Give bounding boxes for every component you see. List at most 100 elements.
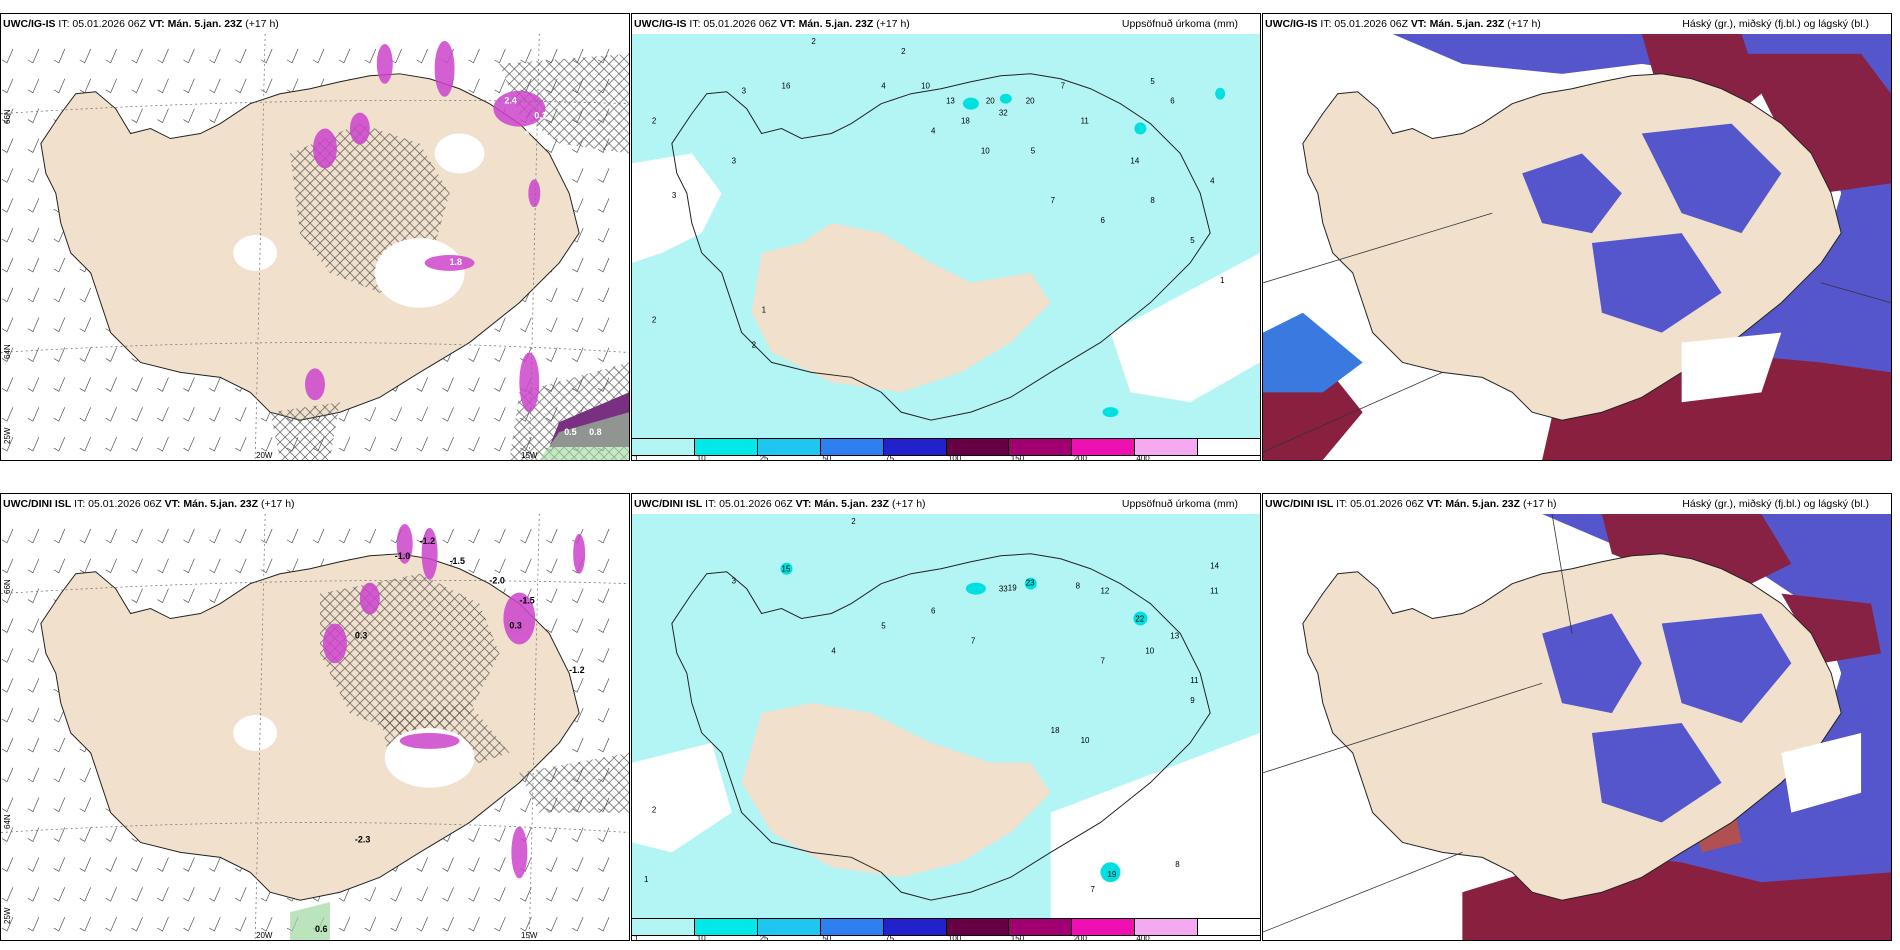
- wind-barb: [27, 198, 40, 213]
- model-name: UWC/DINI ISL: [1265, 498, 1334, 510]
- wind-barb: [53, 287, 66, 303]
- wind-barb: [546, 887, 558, 902]
- map-area[interactable]: 2 3 15 19 14 33 23 22 13 12 11 10 8 6 7 …: [632, 514, 1260, 918]
- wind-barb: [27, 287, 40, 303]
- panel-dini-precip[interactable]: UWC/DINI ISL IT: 05.01.2026 06Z VT: Mán.…: [631, 493, 1261, 941]
- wind-barb: [157, 916, 169, 932]
- colorbar-swatch: [1135, 919, 1199, 935]
- colorbar-swatch: [694, 439, 758, 455]
- wind-barb: [27, 618, 40, 633]
- wind-barb: [597, 347, 610, 362]
- wind-barb: [572, 347, 584, 362]
- precip-label: 33: [999, 585, 1008, 594]
- panel-header: UWC/DINI ISL IT: 05.01.2026 06Z VT: Mán.…: [1, 494, 629, 514]
- precip-label: 10: [1081, 736, 1090, 745]
- temp-label: -1.0: [395, 551, 410, 561]
- wind-barb: [27, 857, 40, 872]
- wind-barb: [157, 558, 169, 574]
- map-area[interactable]: 2 2 2 3 4 3 4 5 3 10 13 20 32 20 18 16 1…: [632, 34, 1260, 438]
- panel-ig-is-wind[interactable]: UWC/IG-IS IT: 05.01.2026 06Z VT: Mán. 5.…: [0, 13, 630, 461]
- wind-barb: [260, 48, 273, 64]
- panel-header: UWC/IG-IS IT: 05.01.2026 06Z VT: Mán. 5.…: [1263, 14, 1891, 34]
- wind-barb: [494, 558, 506, 574]
- precip-label: 3: [742, 87, 747, 96]
- panel-dini-wind[interactable]: UWC/DINI ISL IT: 05.01.2026 06Z VT: Mán.…: [0, 493, 630, 941]
- wind-barb: [105, 407, 117, 422]
- precip-label: 11: [1190, 676, 1199, 685]
- precip-label: 14: [1130, 156, 1139, 165]
- wind-barb: [1, 767, 14, 783]
- map-area[interactable]: -1.2 -1.0 -1.5 -2.0 -1.5 -1.2 -2.3 0.6 0…: [1, 514, 629, 940]
- panel-ig-is-clouds[interactable]: UWC/IG-IS IT: 05.01.2026 06Z VT: Mán. 5.…: [1262, 13, 1892, 461]
- wind-barb: [520, 887, 532, 902]
- wind-barb: [1, 377, 14, 392]
- panel-dini-clouds[interactable]: UWC/DINI ISL IT: 05.01.2026 06Z VT: Mán.…: [1262, 493, 1892, 941]
- wind-barb: [1, 347, 14, 362]
- map-area[interactable]: 2.4 0.1 1.0 1.8 0.5 0.8: [1, 34, 629, 460]
- precip-label: 10: [981, 146, 990, 155]
- wind-barb: [235, 528, 247, 544]
- precip-label: 2: [752, 340, 757, 349]
- model-name: UWC/IG-IS: [1265, 18, 1318, 30]
- wind-barb: [209, 916, 221, 932]
- forecast-offset: (+17 h): [1507, 18, 1541, 30]
- precip-label: 5: [1150, 77, 1155, 86]
- wind-barb: [27, 78, 40, 94]
- wind-barb: [546, 317, 558, 333]
- wind-barb: [53, 528, 66, 544]
- colorbar-tick: 150: [1010, 934, 1025, 941]
- wind-barb: [79, 347, 92, 362]
- precip-label: 4: [881, 82, 886, 91]
- wind-barb: [105, 78, 117, 94]
- wind-barb: [131, 436, 143, 452]
- wind-barb: [27, 377, 40, 392]
- wind-barb: [209, 528, 221, 544]
- wind-barb: [1, 558, 14, 574]
- wind-barb: [468, 407, 480, 422]
- wind-barb: [546, 528, 558, 544]
- colorbar-swatch: [757, 919, 821, 935]
- precip-label: 22: [1135, 614, 1144, 623]
- temp-label: -2.3: [355, 834, 370, 844]
- wind-barb: [1, 648, 14, 663]
- colorbar-tick: 100: [947, 934, 962, 941]
- forecast-offset: (+17 h): [260, 498, 295, 510]
- panel-title: Háský (gr.), miðský (fj.bl.) og lágský (…: [1682, 18, 1869, 30]
- init-time: IT: 05.01.2026 06Z: [1320, 18, 1408, 30]
- panel-ig-is-precip[interactable]: UWC/IG-IS IT: 05.01.2026 06Z VT: Mán. 5.…: [631, 13, 1261, 461]
- wind-barb: [468, 887, 480, 902]
- panel-header: UWC/IG-IS IT: 05.01.2026 06Z VT: Mán. 5.…: [632, 14, 1260, 34]
- wind-barb: [53, 257, 66, 273]
- wind-barb: [27, 257, 40, 273]
- wind-barb: [209, 558, 221, 574]
- map-area[interactable]: [1263, 34, 1891, 460]
- wind-barb: [1, 678, 14, 693]
- wind-barb: [364, 916, 377, 932]
- wind-barb: [364, 436, 377, 452]
- map-area[interactable]: [1263, 514, 1891, 940]
- wind-barb: [105, 857, 117, 872]
- precip-label: 4: [1210, 176, 1215, 185]
- precip-label: 23: [1026, 579, 1035, 588]
- wind-barb: [79, 887, 92, 902]
- wind-barb: [235, 887, 247, 902]
- wind-barb: [79, 78, 92, 94]
- wind-barb: [1, 227, 14, 243]
- colorbar-tick: 400: [1136, 454, 1150, 461]
- wind-barb: [597, 168, 610, 183]
- wind-barb: [27, 797, 40, 813]
- colorbar-swatch: [1009, 439, 1073, 455]
- wind-barb: [260, 78, 273, 94]
- wind-barb: [53, 407, 66, 422]
- precip-label: 18: [1051, 726, 1060, 735]
- wind-barb: [494, 377, 506, 392]
- wind-barb: [312, 48, 325, 64]
- wind-barb: [157, 78, 169, 94]
- wind-barb: [597, 887, 610, 902]
- colorbar-swatch: [946, 919, 1010, 935]
- wind-barb: [546, 916, 558, 932]
- precip-label: 5: [1190, 236, 1195, 245]
- wind-barb: [183, 558, 195, 574]
- wind-barb: [520, 916, 532, 932]
- wind-barb: [572, 618, 584, 633]
